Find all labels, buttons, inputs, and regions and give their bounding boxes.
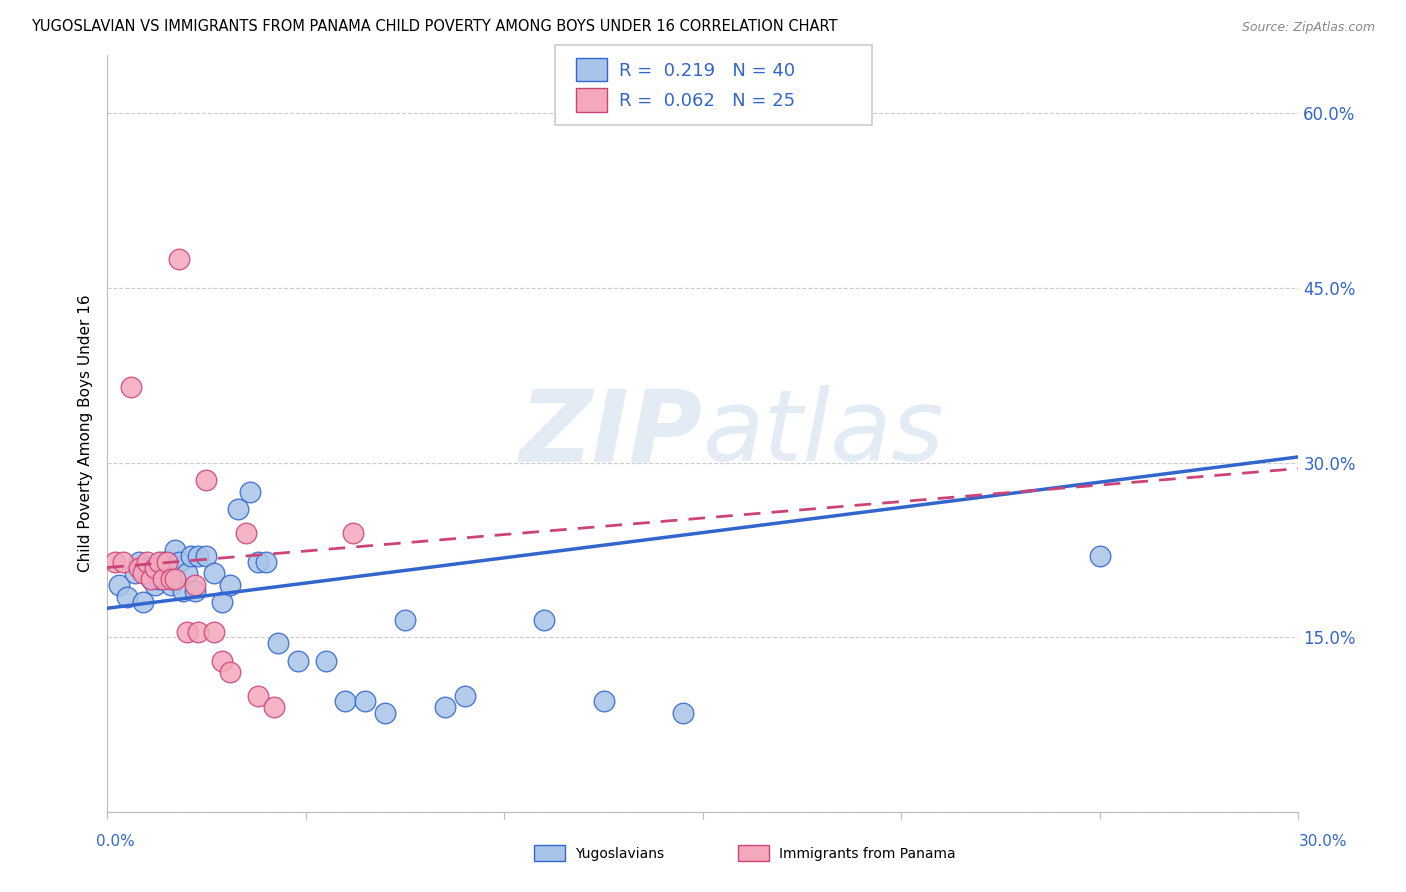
Point bbox=[180, 549, 202, 563]
Point bbox=[163, 543, 186, 558]
Point bbox=[159, 572, 181, 586]
Text: Source: ZipAtlas.com: Source: ZipAtlas.com bbox=[1241, 21, 1375, 34]
Point bbox=[128, 555, 150, 569]
Text: YUGOSLAVIAN VS IMMIGRANTS FROM PANAMA CHILD POVERTY AMONG BOYS UNDER 16 CORRELAT: YUGOSLAVIAN VS IMMIGRANTS FROM PANAMA CH… bbox=[31, 20, 838, 34]
Point bbox=[163, 572, 186, 586]
Point bbox=[183, 583, 205, 598]
Point bbox=[335, 694, 357, 708]
Point bbox=[354, 694, 377, 708]
Point bbox=[187, 549, 209, 563]
Point bbox=[195, 549, 218, 563]
Point bbox=[211, 595, 233, 609]
Point bbox=[148, 572, 170, 586]
Point bbox=[453, 689, 475, 703]
Point bbox=[132, 595, 155, 609]
Point bbox=[148, 555, 170, 569]
Point bbox=[152, 572, 174, 586]
Point bbox=[235, 525, 257, 540]
Point bbox=[1088, 549, 1111, 563]
Text: R =  0.062   N = 25: R = 0.062 N = 25 bbox=[619, 92, 794, 110]
Point bbox=[187, 624, 209, 639]
Point bbox=[104, 555, 127, 569]
Point bbox=[128, 560, 150, 574]
Text: Yugoslavians: Yugoslavians bbox=[575, 847, 664, 861]
Point bbox=[226, 502, 249, 516]
Point bbox=[167, 555, 190, 569]
Point bbox=[672, 706, 695, 720]
Point bbox=[254, 555, 277, 569]
Point bbox=[315, 654, 337, 668]
Text: R =  0.219   N = 40: R = 0.219 N = 40 bbox=[619, 62, 794, 79]
Text: ZIP: ZIP bbox=[520, 385, 703, 482]
Point bbox=[263, 700, 285, 714]
Point bbox=[267, 636, 290, 650]
Text: Immigrants from Panama: Immigrants from Panama bbox=[779, 847, 956, 861]
Point bbox=[152, 555, 174, 569]
Point bbox=[176, 624, 198, 639]
Point bbox=[176, 566, 198, 581]
Point bbox=[374, 706, 396, 720]
Point bbox=[592, 694, 614, 708]
Point bbox=[219, 665, 242, 680]
Point bbox=[135, 555, 157, 569]
Point bbox=[287, 654, 309, 668]
Point bbox=[167, 252, 190, 266]
Point bbox=[183, 578, 205, 592]
Y-axis label: Child Poverty Among Boys Under 16: Child Poverty Among Boys Under 16 bbox=[79, 294, 93, 573]
Text: 30.0%: 30.0% bbox=[1299, 834, 1347, 848]
Point bbox=[139, 572, 162, 586]
Point bbox=[239, 484, 262, 499]
Text: atlas: atlas bbox=[703, 385, 945, 482]
Point bbox=[156, 560, 179, 574]
Point bbox=[143, 578, 166, 592]
Point bbox=[394, 613, 416, 627]
Point bbox=[247, 555, 270, 569]
Point bbox=[159, 578, 181, 592]
Point bbox=[211, 654, 233, 668]
Point bbox=[533, 613, 555, 627]
Point bbox=[108, 578, 131, 592]
Point bbox=[202, 566, 225, 581]
Point bbox=[247, 689, 270, 703]
Point bbox=[132, 566, 155, 581]
Point bbox=[172, 583, 194, 598]
Point bbox=[156, 555, 179, 569]
Point bbox=[115, 590, 138, 604]
Point bbox=[135, 560, 157, 574]
Point bbox=[124, 566, 146, 581]
Point bbox=[139, 572, 162, 586]
Point bbox=[120, 380, 142, 394]
Text: 0.0%: 0.0% bbox=[96, 834, 135, 848]
Point bbox=[195, 473, 218, 487]
Point bbox=[342, 525, 364, 540]
Point bbox=[219, 578, 242, 592]
Point bbox=[143, 560, 166, 574]
Point bbox=[202, 624, 225, 639]
Point bbox=[112, 555, 135, 569]
Point bbox=[433, 700, 456, 714]
